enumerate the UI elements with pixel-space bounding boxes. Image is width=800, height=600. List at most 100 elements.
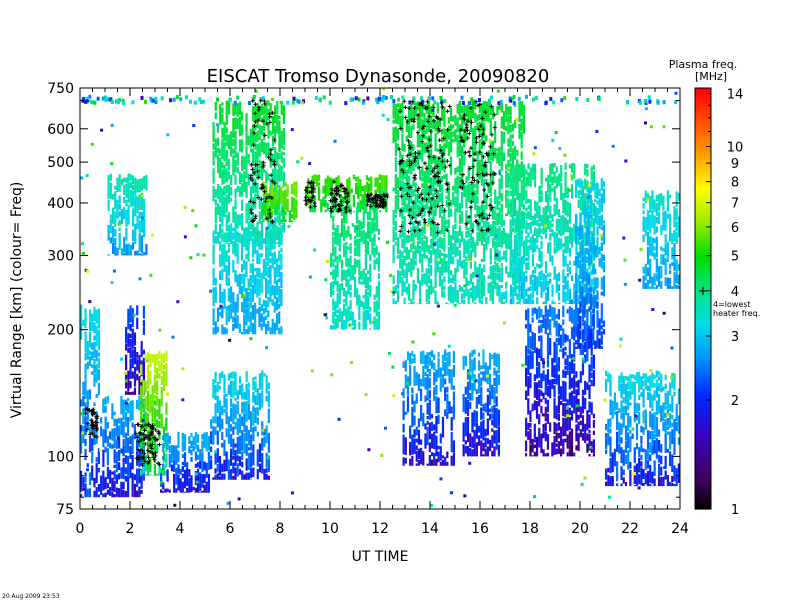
heatmap-cell	[271, 252, 274, 269]
heatmap-cell	[450, 417, 453, 431]
heatmap-cell	[538, 389, 541, 407]
heatmap-cell	[605, 370, 608, 377]
heatmap-cell	[677, 388, 680, 405]
plus-marker	[336, 209, 341, 214]
heatmap-cell	[165, 417, 168, 431]
heatmap-cell	[252, 148, 255, 166]
heatmap-cell	[573, 342, 576, 362]
plus-marker	[397, 109, 402, 114]
colorbar-swatch	[695, 118, 711, 122]
plus-marker	[250, 219, 255, 224]
heatmap-cell	[412, 189, 415, 197]
heatmap-cell	[88, 331, 92, 348]
heatmap-cell	[271, 154, 275, 167]
heatmap-cell	[527, 245, 530, 261]
heatmap-cell	[553, 231, 556, 246]
heatmap-cell	[460, 199, 464, 209]
heatmap-cell	[475, 442, 478, 457]
heatmap-cell	[403, 232, 406, 253]
heatmap-cell	[540, 236, 543, 240]
plus-marker	[490, 205, 495, 210]
heatmap-cell	[123, 252, 126, 256]
heatmap-cell	[485, 178, 488, 183]
heatmap-cell	[164, 488, 167, 493]
heatmap-cell	[566, 399, 569, 406]
heatmap-cell	[642, 388, 645, 408]
heatmap-cell	[668, 277, 672, 285]
heatmap-cell	[173, 480, 176, 493]
heatmap-cell	[524, 390, 528, 400]
plus-marker	[268, 152, 273, 157]
heatmap-cell	[488, 408, 492, 413]
heatmap-cell	[350, 97, 354, 102]
plus-marker	[469, 199, 474, 204]
colorbar-swatch	[695, 454, 711, 459]
plus-marker	[251, 200, 256, 205]
heatmap-cell	[202, 253, 206, 257]
heatmap-cell	[409, 441, 412, 456]
heatmap-cell	[441, 237, 444, 250]
heatmap-cell	[223, 164, 226, 184]
heatmap-cell	[236, 231, 239, 237]
heatmap-cell	[522, 248, 525, 265]
heatmap-cell	[555, 232, 558, 253]
heatmap-cell	[637, 486, 641, 490]
heatmap-cell	[225, 250, 228, 262]
heatmap-cell	[488, 390, 492, 406]
heatmap-cell	[243, 314, 246, 333]
plus-marker	[464, 221, 469, 226]
heatmap-cell	[427, 186, 431, 204]
heatmap-cell	[571, 299, 574, 305]
heatmap-cell	[456, 194, 459, 213]
heatmap-cell	[158, 420, 161, 428]
heatmap-cell	[482, 365, 485, 369]
heatmap-cell	[243, 156, 246, 170]
heatmap-cell	[396, 97, 400, 102]
heatmap-cell	[559, 324, 563, 331]
plus-marker	[412, 158, 417, 163]
heatmap-cell	[392, 119, 395, 124]
heatmap-cell	[407, 261, 411, 273]
heatmap-cell	[340, 218, 344, 238]
heatmap-cell	[232, 292, 235, 313]
colorbar-swatch	[695, 484, 711, 489]
heatmap-cell	[559, 426, 563, 446]
heatmap-cell	[410, 103, 413, 109]
heatmap-cell	[369, 313, 372, 325]
heatmap-cell	[324, 278, 328, 282]
plus-marker	[408, 221, 413, 226]
heatmap-cell	[675, 259, 678, 275]
plus-marker	[344, 200, 349, 205]
heatmap-cell	[664, 210, 667, 231]
heatmap-cell	[243, 432, 246, 454]
heatmap-cell	[120, 448, 123, 454]
heatmap-cell	[234, 188, 237, 199]
heatmap-cell	[495, 408, 498, 429]
heatmap-cell	[668, 431, 672, 450]
heatmap-cell	[465, 256, 468, 261]
heatmap-cell	[199, 100, 203, 105]
heatmap-cell	[564, 236, 567, 254]
heatmap-cell	[509, 177, 513, 188]
plus-marker	[407, 207, 412, 212]
heatmap-cell	[575, 445, 578, 451]
heatmap-cell	[662, 125, 666, 129]
heatmap-cell	[592, 180, 595, 191]
colorbar-swatch	[695, 139, 711, 143]
heatmap-cell	[138, 178, 141, 193]
heatmap-cell	[475, 389, 478, 395]
heatmap-cell	[170, 444, 174, 463]
plus-marker	[398, 126, 403, 131]
heatmap-cell	[498, 273, 501, 283]
heatmap-cell	[414, 182, 417, 193]
heatmap-cell	[165, 363, 168, 370]
plus-marker	[410, 215, 415, 220]
heatmap-cell	[474, 102, 477, 110]
colorbar-swatch	[695, 250, 711, 254]
heatmap-cell	[447, 117, 450, 124]
heatmap-cell	[364, 203, 367, 214]
plus-marker	[487, 213, 492, 218]
colorbar-swatch	[695, 154, 711, 158]
heatmap-cell	[673, 436, 676, 455]
heatmap-cell	[540, 355, 543, 361]
